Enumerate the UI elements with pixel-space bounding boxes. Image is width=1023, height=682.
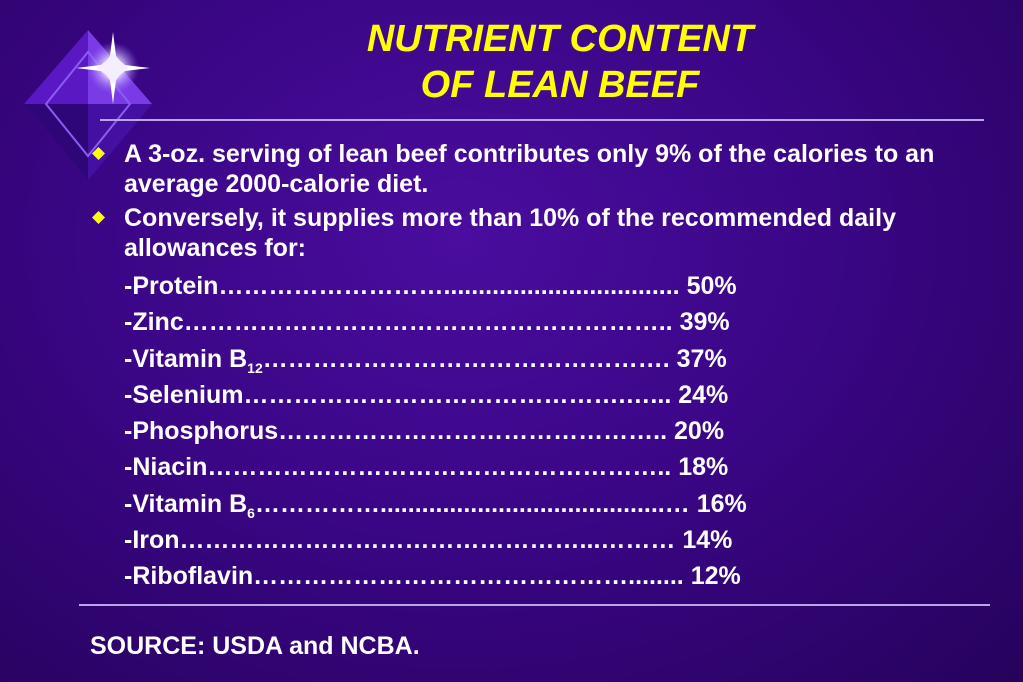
diamond-star-logo xyxy=(24,30,152,180)
nutrient-value: 20% xyxy=(674,417,725,446)
nutrient-subscript: 6 xyxy=(247,504,255,521)
nutrient-name: -Zinc xyxy=(124,308,184,337)
nutrient-row-vitamin-b6: -Vitamin B6……………........................… xyxy=(124,486,904,522)
title-line-1: NUTRIENT CONTENT xyxy=(366,18,754,60)
nutrient-value: 39% xyxy=(679,308,730,337)
nutrient-row-phosphorus: -Phosphorus……………………………………….. 20% xyxy=(124,413,904,449)
source-divider xyxy=(79,604,990,606)
nutrient-row-protein: -Protein……………………….......................… xyxy=(124,268,904,304)
nutrient-name: -Riboflavin xyxy=(124,562,254,591)
nutrient-name: -Niacin xyxy=(124,453,208,482)
nutrient-row-vitamin-b12: -Vitamin B12…………………………………………. 37% xyxy=(124,341,904,377)
title-divider xyxy=(100,119,984,121)
nutrient-row-selenium: -Selenium……………………………………….…... 24% xyxy=(124,377,904,413)
nutrient-row-niacin: -Niacin……………………………………………….. 18% xyxy=(124,449,904,485)
nutrient-leader: ………………………...............................… xyxy=(218,272,687,300)
nutrient-leader: ……………………………………………….. xyxy=(207,453,679,482)
title-line-2: OF LEAN BEEF xyxy=(420,64,700,106)
nutrient-row-zinc: -Zinc………………………………………………….. 39% xyxy=(124,304,904,340)
nutrient-value: 16% xyxy=(696,489,747,518)
nutrient-name: -Vitamin B xyxy=(124,489,248,518)
nutrient-name: -Vitamin B xyxy=(124,344,248,373)
slide-title: NUTRIENT CONTENT OF LEAN BEEF xyxy=(260,16,860,108)
diamond-bullet-icon xyxy=(92,147,105,160)
nutrient-subscript: 12 xyxy=(247,359,263,376)
nutrient-name: -Selenium xyxy=(124,380,244,409)
nutrient-leader: ………………………………………………….. xyxy=(183,308,680,337)
nutrient-leader: ……………………………………….. xyxy=(278,417,675,446)
nutrient-name: -Protein xyxy=(124,272,219,300)
nutrient-name: -Iron xyxy=(124,526,180,555)
nutrient-value: 12% xyxy=(690,562,741,591)
nutrient-name: -Phosphorus xyxy=(124,417,279,446)
bullet-text: Conversely, it supplies more than 10% of… xyxy=(124,204,896,262)
bullet-text: A 3-oz. serving of lean beef contributes… xyxy=(124,140,935,198)
nutrient-value: 37% xyxy=(676,344,727,373)
nutrient-leader: …………………………………………. xyxy=(262,344,677,373)
nutrient-value: 14% xyxy=(682,526,733,555)
nutrient-value: 18% xyxy=(678,453,729,482)
nutrient-leader: …………………………………………...……… xyxy=(179,526,683,555)
nutrient-leader: ………………………………………........ xyxy=(253,562,691,591)
nutrient-value: 24% xyxy=(678,380,729,409)
nutrient-value: 50% xyxy=(686,272,737,300)
nutrient-row-iron: -Iron…………………………………………...……… 14% xyxy=(124,522,904,558)
source-note: SOURCE: USDA and NCBA. xyxy=(90,632,420,660)
nutrient-row-riboflavin: -Riboflavin………………………………………........ 12% xyxy=(124,558,904,594)
diamond-bullet-icon xyxy=(92,211,105,224)
nutrient-leader: ……………………………………….…... xyxy=(243,380,679,409)
nutrient-leader: ……………...................................… xyxy=(254,489,697,518)
nutrient-list: -Protein……………………….......................… xyxy=(124,268,904,595)
